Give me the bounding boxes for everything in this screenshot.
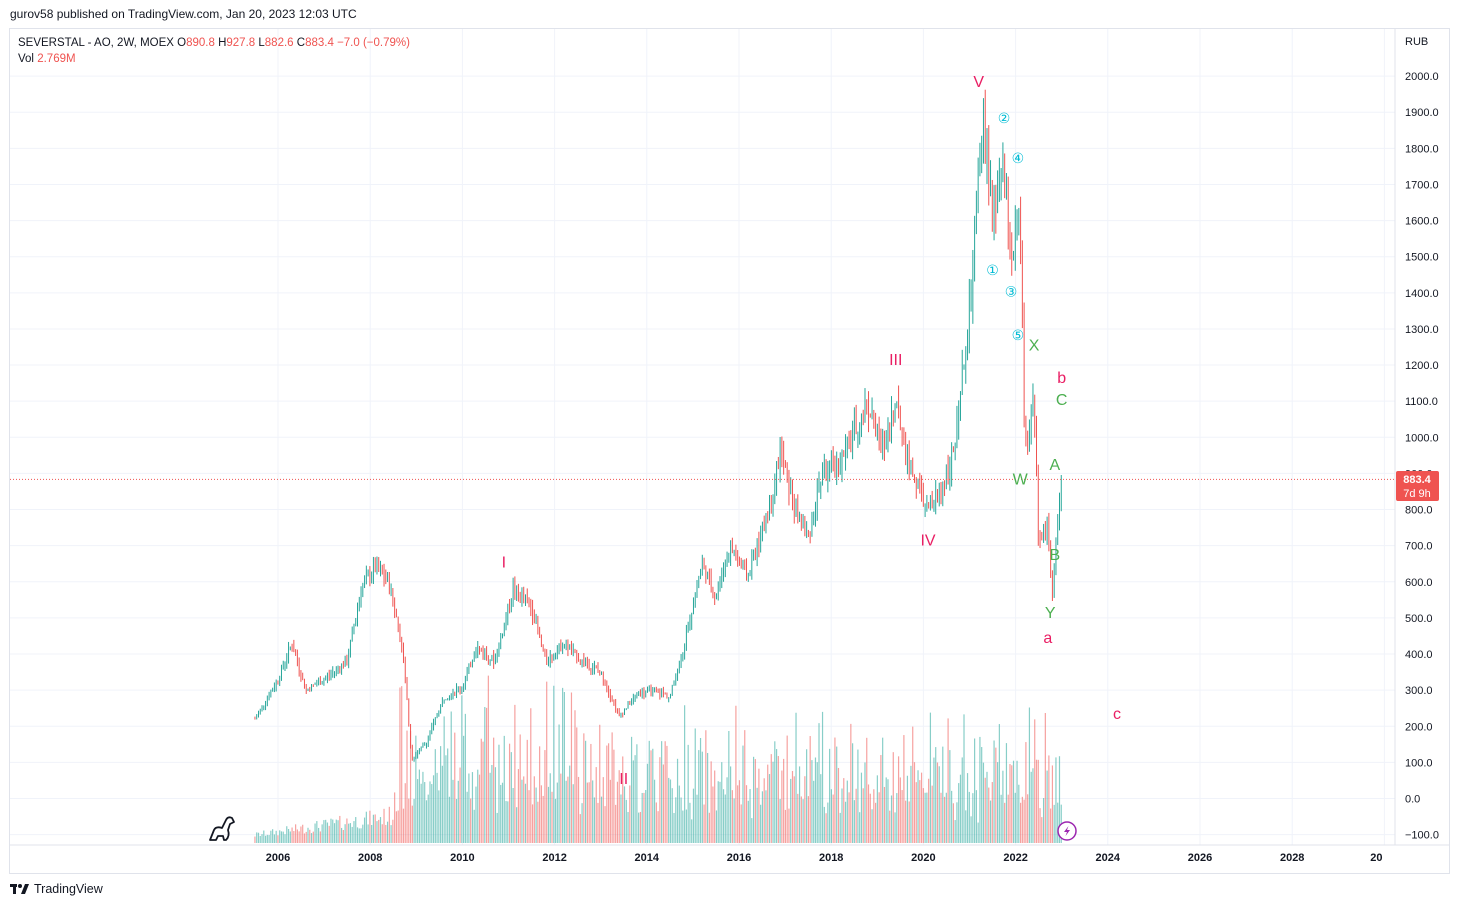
low-label: L [258, 37, 265, 49]
wave-label: Y [1045, 605, 1056, 622]
dino-icon [209, 816, 235, 841]
wave-label: c [1113, 706, 1121, 723]
price-axis[interactable]: 2000.0 1900.0 1800.0 1700.0 1600.0 1500.0 1400… [1405, 71, 1439, 842]
wave-label: B [1049, 547, 1060, 564]
chart-frame [9, 28, 1450, 874]
y-tick-label: 100.0 [1405, 757, 1433, 769]
y-tick-label: 800.0 [1405, 505, 1433, 517]
wave-label: b [1057, 370, 1066, 387]
y-tick-label: 2000.0 [1405, 71, 1439, 83]
x-tick-label: 2020 [911, 852, 935, 864]
time-axis[interactable]: 2006 2008 2010 2012 2014 2016 2018 2020 2022 2024… [266, 852, 1383, 864]
x-tick-label: 2014 [635, 852, 660, 864]
wave-label: C [1056, 392, 1068, 409]
volume-label[interactable]: Vol [18, 53, 34, 65]
y-tick-label: 1200.0 [1405, 360, 1439, 372]
x-tick-label: 2024 [1096, 852, 1121, 864]
y-tick-label: 1400.0 [1405, 288, 1439, 300]
close-label: C [296, 37, 306, 49]
wave-label: ③ [1005, 283, 1018, 299]
wave-label: W [1013, 471, 1029, 488]
change-value: −7.0 (−0.79%) [337, 37, 410, 49]
symbol-legend: SEVERSTAL - AO, 2W, MOEX O890.8 H927.8 L… [18, 35, 410, 67]
y-tick-label: 1100.0 [1405, 396, 1438, 408]
wave-label: IV [920, 533, 935, 550]
volume-bars [254, 675, 1062, 843]
y-tick-label: 500.0 [1405, 613, 1433, 625]
symbol-name[interactable]: SEVERSTAL - AO, 2W, MOEX [18, 37, 174, 49]
y-tick-label: 1800.0 [1405, 143, 1439, 155]
open-value: 890.8 [186, 37, 215, 49]
wave-label: a [1043, 630, 1052, 647]
y-tick-label: 1900.0 [1405, 107, 1439, 119]
y-tick-label: 300.0 [1405, 685, 1433, 697]
wave-label: II [619, 771, 628, 788]
y-tick-label: 600.0 [1405, 577, 1433, 589]
tradingview-footer[interactable]: TradingView [10, 882, 103, 896]
last-price-badge: 883.4 7d 9h [1396, 471, 1439, 501]
x-tick-label: 2012 [542, 852, 566, 864]
x-tick-label: 2016 [727, 852, 751, 864]
wave-label: ① [986, 262, 999, 278]
open-label: O [177, 37, 187, 49]
high-value: 927.8 [226, 37, 256, 49]
bar-countdown: 7d 9h [1403, 488, 1431, 500]
y-tick-label: 1000.0 [1405, 432, 1439, 444]
tradingview-logo-icon [10, 884, 29, 894]
wave-label: III [889, 352, 902, 369]
y-tick-label: 1700.0 [1405, 179, 1439, 191]
x-tick-label: 2022 [1003, 852, 1027, 864]
y-tick-label: 1500.0 [1405, 252, 1439, 264]
close-value: 883.4 [305, 37, 334, 49]
replay-lightning-icon[interactable] [1057, 821, 1077, 841]
wave-label: ④ [1012, 150, 1025, 166]
wave-label: ② [998, 110, 1011, 126]
publisher-line: gurov58 published on TradingView.com, Ja… [10, 7, 357, 21]
last-price-value: 883.4 [1403, 474, 1431, 486]
y-tick-label: 0.0 [1405, 794, 1420, 806]
wave-label: ⑤ [1012, 327, 1025, 343]
high-label: H [218, 37, 227, 49]
wave-label: A [1049, 457, 1060, 474]
x-tick-label: 2026 [1188, 852, 1212, 864]
y-tick-label: 700.0 [1405, 541, 1433, 553]
wave-label: X [1029, 338, 1040, 355]
low-value: 882.6 [264, 37, 294, 49]
x-tick-label: 2028 [1280, 852, 1304, 864]
y-tick-label: −100.0 [1405, 830, 1439, 842]
x-tick-label: 20 [1370, 852, 1382, 864]
x-tick-label: 2006 [266, 852, 290, 864]
x-tick-label: 2010 [450, 852, 474, 864]
wave-label: I [502, 554, 506, 571]
currency-label: RUB [1405, 36, 1428, 48]
y-tick-label: 1600.0 [1405, 216, 1439, 228]
wave-label: V [973, 74, 984, 91]
tradingview-brand: TradingView [34, 882, 103, 896]
volume-value: 2.769M [37, 53, 76, 65]
y-tick-label: 400.0 [1405, 649, 1433, 661]
y-tick-label: 200.0 [1405, 721, 1433, 733]
y-tick-label: 1300.0 [1405, 324, 1439, 336]
grid-lines [10, 29, 1395, 845]
x-tick-label: 2018 [819, 852, 843, 864]
x-tick-label: 2008 [358, 852, 382, 864]
candles [254, 89, 1062, 762]
